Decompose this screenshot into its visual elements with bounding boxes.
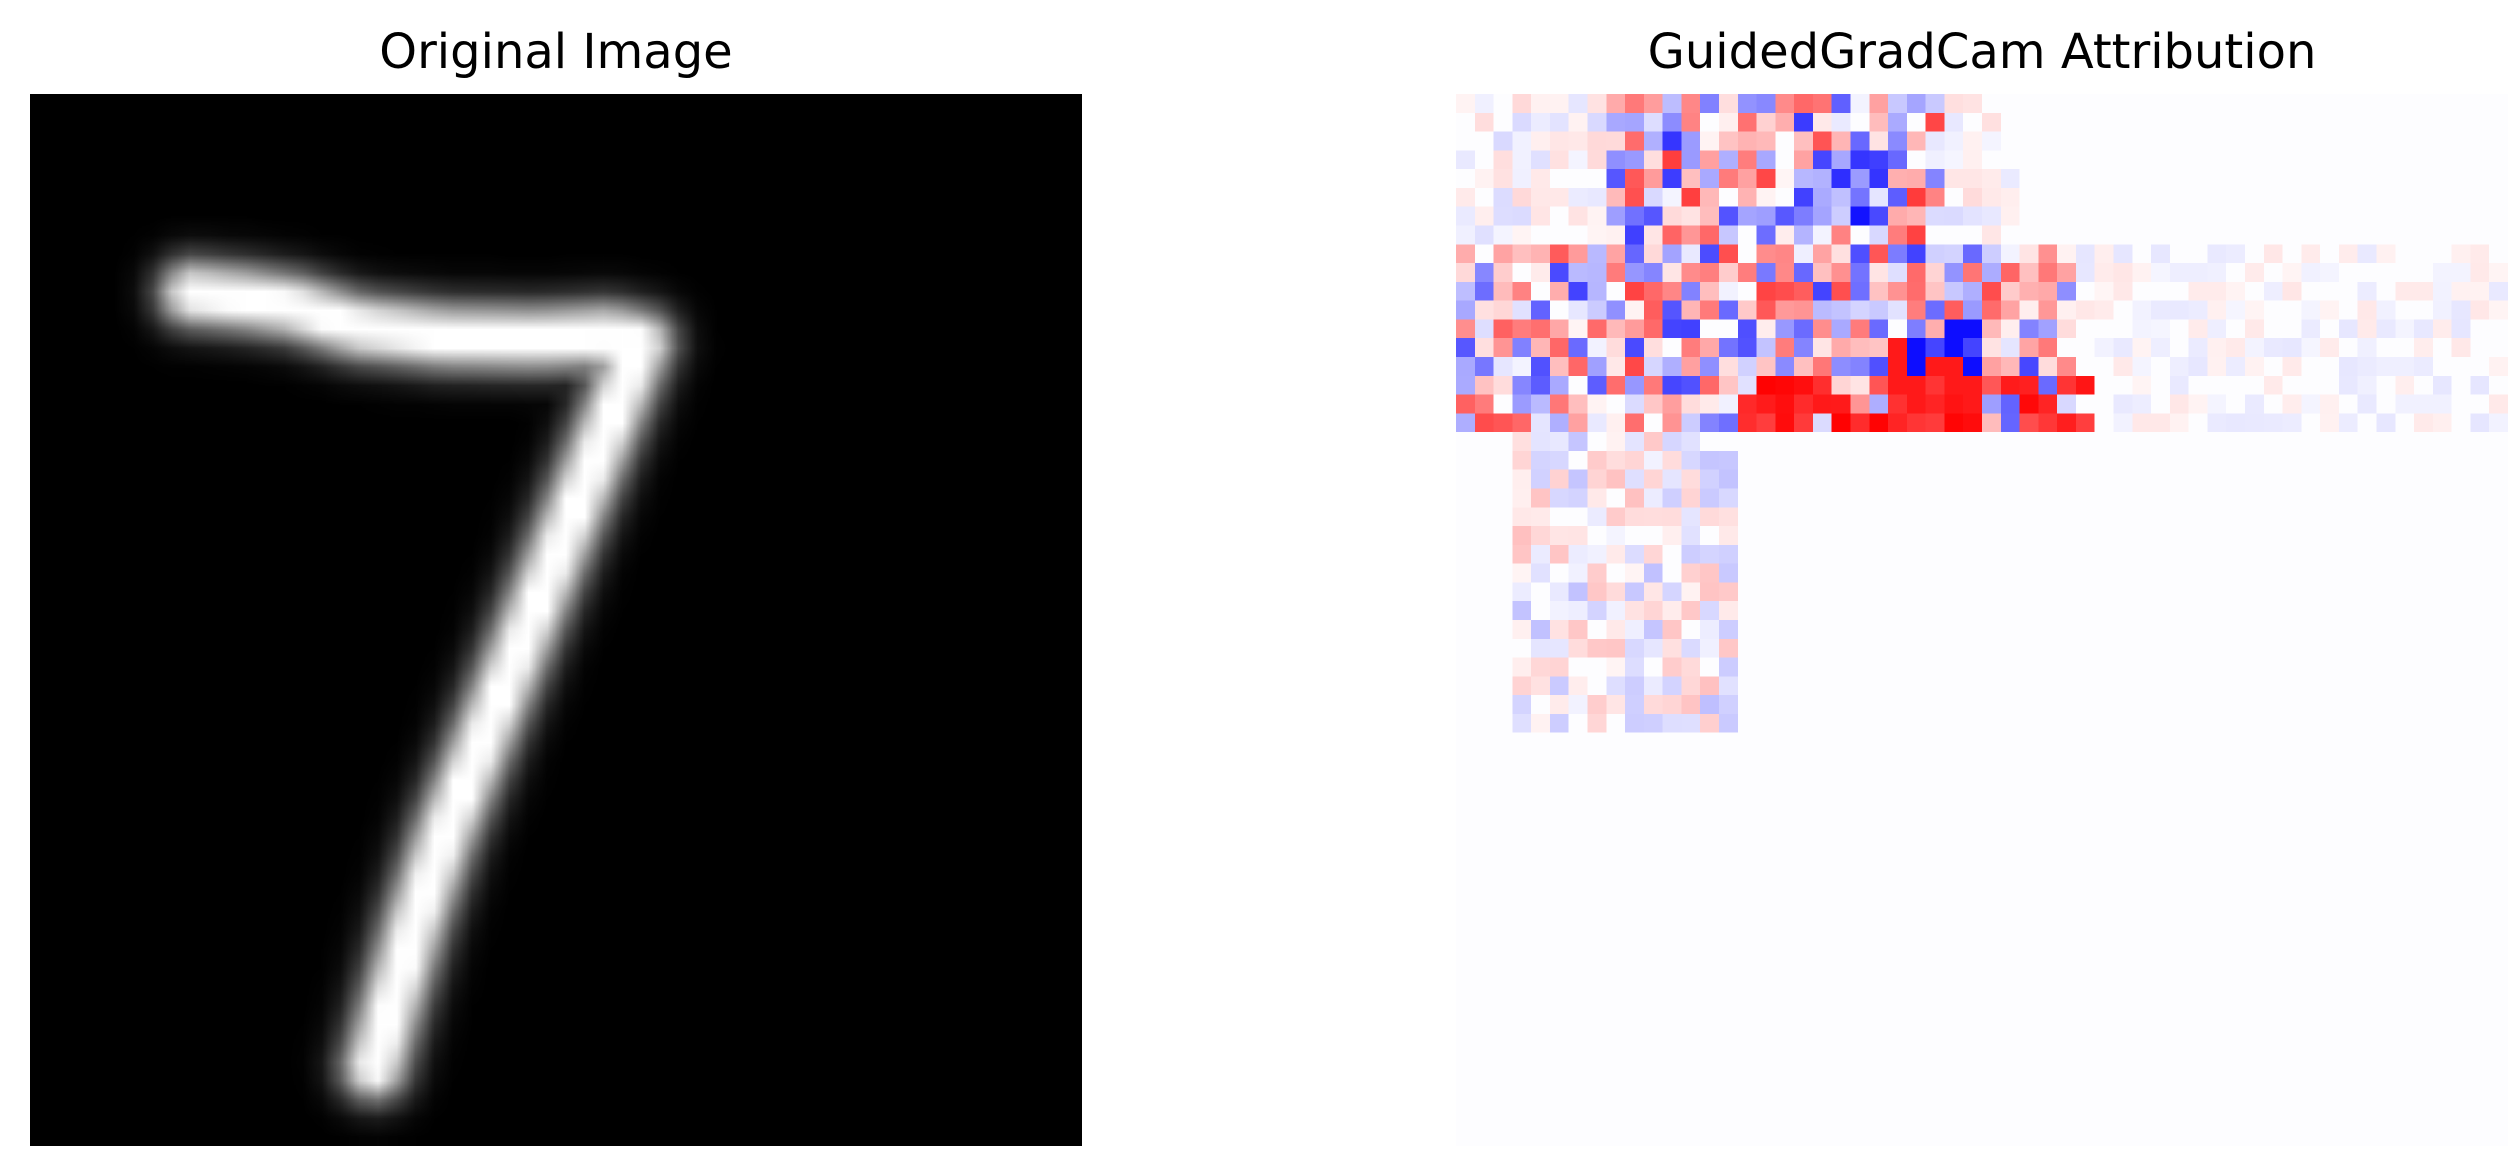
digit-seven-image	[30, 94, 1082, 1146]
attribution-panel	[1456, 94, 2508, 1146]
original-image-title: Original Image	[379, 24, 733, 80]
attribution-heatmap-image	[1456, 94, 2508, 1146]
attribution-title: GuidedGradCam Attribution	[1647, 24, 2317, 80]
original-image-panel	[30, 94, 1082, 1146]
